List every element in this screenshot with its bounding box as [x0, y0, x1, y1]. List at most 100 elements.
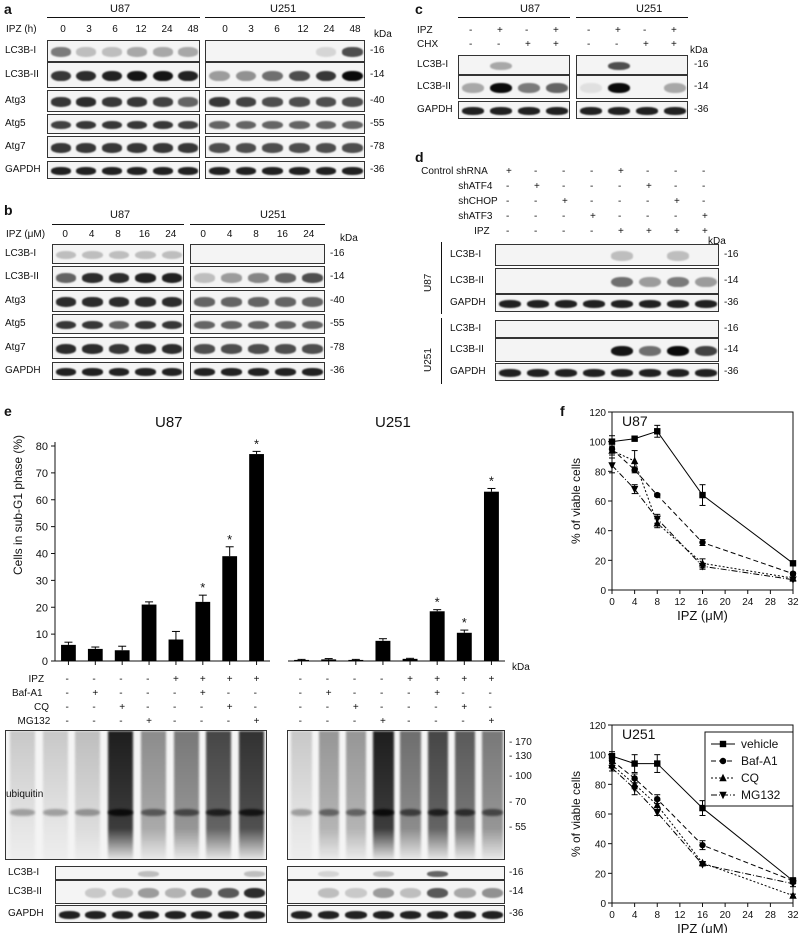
lane-label-dose: 4 [226, 229, 233, 240]
blot-band [291, 809, 312, 816]
bar [483, 491, 499, 661]
significance-star: * [227, 532, 232, 547]
condition-mark: - [379, 702, 384, 713]
blot-band [101, 47, 122, 57]
blot-strip-u251 [287, 866, 505, 880]
blot-band [164, 887, 186, 899]
condition-mark: - [226, 716, 231, 727]
blot-ubiquitin-u87 [5, 730, 267, 860]
bar [456, 632, 472, 661]
blot-band [9, 809, 35, 816]
condition-mark: - [146, 702, 150, 713]
y-tick-label: 20 [595, 556, 607, 567]
cell-line-u87-b: U87 [110, 209, 131, 221]
blot-band [193, 273, 216, 283]
blot-strip-u87 [47, 136, 200, 158]
condition-mark: - [587, 39, 591, 50]
y-tick-label: 30 [36, 575, 48, 587]
blot-band [318, 887, 340, 899]
blot-strip-u87 [52, 244, 184, 264]
blot-band [76, 143, 97, 153]
condition-mark: + [553, 25, 559, 36]
condition-mark: - [119, 688, 123, 699]
blot-band [108, 297, 130, 307]
row-label: Atg3 [5, 295, 26, 306]
blot-band [127, 97, 148, 107]
condition-mark: - [534, 166, 538, 177]
blot-band [217, 887, 239, 899]
x-tick-label: 4 [632, 597, 638, 608]
blot-strip-u251 [287, 880, 505, 904]
condition-mark: + [461, 702, 468, 713]
blot-band [127, 47, 148, 57]
condition-mark: - [646, 211, 650, 222]
y-tick-label: 100 [589, 438, 606, 449]
marker-invtriangle [630, 485, 639, 494]
blot-band [152, 143, 173, 153]
blot-strip-u87 [52, 362, 184, 380]
x-tick-label: 4 [632, 910, 638, 921]
blot-strip-u251 [190, 244, 325, 264]
blot-strip-u251 [205, 161, 365, 179]
bar [249, 454, 264, 661]
blot-strip-u251 [495, 338, 719, 362]
lane-label-dose: 0 [62, 229, 68, 240]
blot-band [427, 871, 449, 877]
condition-mark: - [488, 688, 492, 699]
blot-band [135, 250, 156, 260]
row-label: LC3B-I [417, 59, 449, 70]
lane-label-timepoint: 24 [323, 24, 335, 35]
blot-band [193, 320, 216, 330]
blot-band [262, 97, 284, 107]
smear-lane [9, 731, 35, 859]
blot-band [454, 887, 476, 899]
blot-band [639, 300, 661, 308]
blot-band [55, 273, 77, 283]
y-tick-label: 40 [595, 840, 607, 851]
blot-band [639, 345, 661, 357]
blot-band [274, 297, 297, 307]
blot-band [301, 297, 324, 307]
significance-star: * [462, 615, 467, 630]
kda-marker: -36 [724, 366, 739, 377]
cell-line-u87-a: U87 [110, 3, 131, 15]
smear-lane [140, 731, 166, 859]
blot-strip-u251 [205, 90, 365, 112]
marker-invtriangle [698, 861, 707, 869]
blot-strip-u251 [205, 136, 365, 158]
bar [114, 650, 130, 661]
kda-marker: - 100 [509, 771, 532, 782]
condition-mark: + [226, 674, 233, 685]
kda-marker: -14 [694, 81, 709, 92]
blot-band [208, 97, 230, 107]
kda-marker: -78 [370, 141, 385, 152]
blot-band [262, 120, 284, 130]
series-line [611, 448, 794, 575]
panel-label-a: a [4, 1, 12, 17]
condition-label: MG132 [17, 716, 51, 727]
x-tick-label: 32 [787, 597, 799, 608]
chart-title-u87: U87 [155, 414, 183, 431]
blot-band [193, 297, 216, 307]
y-tick-label: 20 [36, 602, 48, 614]
x-tick-label: 16 [697, 910, 709, 921]
marker-circle [699, 539, 706, 546]
marker-invtriangle [608, 462, 616, 470]
blot-band [301, 320, 324, 330]
blot-band [135, 320, 156, 330]
condition-label: IPZ [28, 674, 45, 685]
condition-mark: - [65, 702, 69, 713]
blot-band [318, 809, 340, 816]
condition-mark: - [469, 25, 473, 36]
row-label: LC3B-I [450, 323, 482, 334]
blot-band [50, 120, 71, 130]
condition-mark: + [172, 674, 179, 685]
marker-square [654, 428, 661, 435]
blot-band [667, 300, 689, 308]
blot-band [111, 887, 133, 899]
smear-lane [239, 731, 265, 859]
blot-band [235, 97, 257, 107]
row-header-a: IPZ (h) [6, 24, 37, 35]
blot-band [481, 887, 503, 899]
smear-lane [373, 731, 394, 859]
